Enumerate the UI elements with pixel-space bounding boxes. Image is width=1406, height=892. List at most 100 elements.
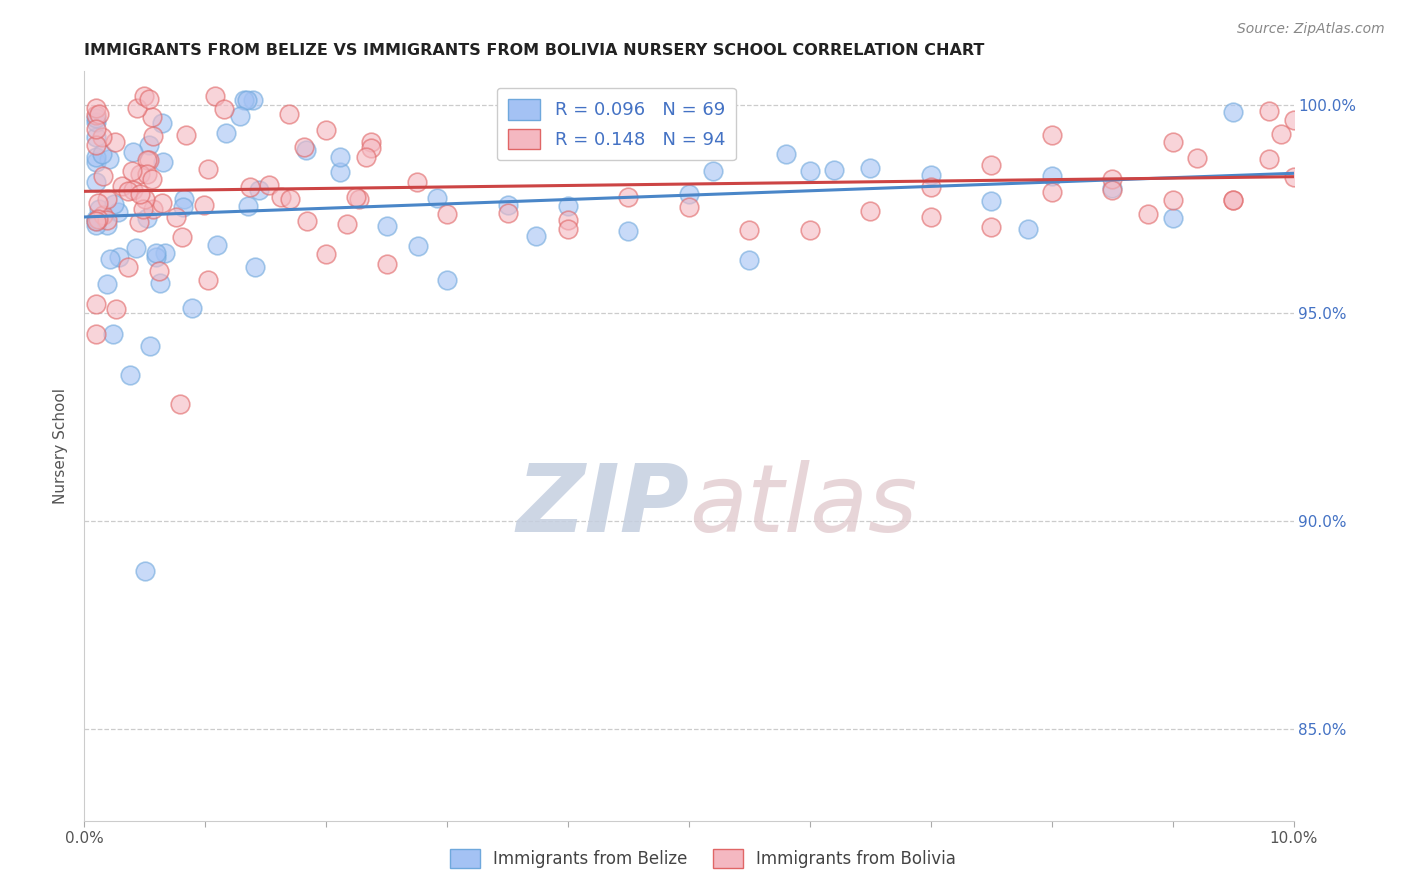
Point <box>239 180 262 194</box>
Y-axis label: Nursery School: Nursery School <box>53 388 69 504</box>
Point <box>86 211 108 226</box>
Text: ZIP: ZIP <box>516 460 689 552</box>
Point <box>1161 135 1184 149</box>
Point <box>235 94 257 108</box>
Point <box>329 150 352 164</box>
Legend: Immigrants from Belize, Immigrants from Bolivia: Immigrants from Belize, Immigrants from … <box>443 842 963 875</box>
Point <box>176 128 198 143</box>
Point <box>496 198 519 212</box>
Point <box>197 272 219 286</box>
Point <box>132 202 155 216</box>
Point <box>107 250 129 264</box>
Point <box>129 167 152 181</box>
Point <box>86 297 108 311</box>
Point <box>120 368 142 383</box>
Point <box>980 219 1002 234</box>
Point <box>678 186 700 201</box>
Point <box>86 218 108 232</box>
Point <box>1040 185 1063 199</box>
Point <box>557 221 579 235</box>
Point <box>980 194 1002 208</box>
Point <box>360 141 382 155</box>
Point <box>103 135 125 149</box>
Point <box>141 202 163 216</box>
Point <box>347 192 370 206</box>
Point <box>354 150 377 164</box>
Point <box>859 161 882 175</box>
Point <box>738 223 761 237</box>
Point <box>101 326 124 341</box>
Point <box>141 111 163 125</box>
Point <box>104 301 127 316</box>
Point <box>426 191 449 205</box>
Point <box>799 164 821 178</box>
Point <box>524 229 547 244</box>
Point <box>678 200 700 214</box>
Point <box>138 138 160 153</box>
Point <box>153 245 176 260</box>
Point <box>117 260 139 275</box>
Point <box>87 107 110 121</box>
Point <box>86 175 108 189</box>
Point <box>1258 104 1281 119</box>
Point <box>212 102 235 116</box>
Point <box>550 120 572 134</box>
Point <box>173 193 195 207</box>
Point <box>278 192 301 206</box>
Point <box>406 239 429 253</box>
Point <box>86 101 108 115</box>
Point <box>91 147 114 161</box>
Point <box>375 219 398 233</box>
Point <box>149 276 172 290</box>
Point <box>86 115 108 129</box>
Point <box>91 208 114 222</box>
Point <box>242 94 264 108</box>
Point <box>1222 193 1244 207</box>
Point <box>297 214 319 228</box>
Point <box>799 223 821 237</box>
Point <box>86 195 108 210</box>
Point <box>138 153 160 167</box>
Point <box>129 187 152 202</box>
Point <box>702 164 724 178</box>
Point <box>97 152 120 166</box>
Point <box>86 137 108 152</box>
Point <box>135 167 157 181</box>
Point <box>204 89 226 103</box>
Point <box>557 199 579 213</box>
Point <box>1137 207 1160 221</box>
Point <box>86 108 108 122</box>
Point <box>243 260 266 275</box>
Point <box>86 130 108 145</box>
Legend: R = 0.096   N = 69, R = 0.148   N = 94: R = 0.096 N = 69, R = 0.148 N = 94 <box>496 88 735 161</box>
Point <box>181 301 204 315</box>
Point <box>920 211 942 225</box>
Point <box>145 250 167 264</box>
Point <box>150 116 173 130</box>
Point <box>150 196 173 211</box>
Point <box>86 213 108 227</box>
Point <box>86 151 108 165</box>
Point <box>920 180 942 194</box>
Point <box>148 264 170 278</box>
Point <box>247 183 270 197</box>
Point <box>920 169 942 183</box>
Point <box>141 172 163 186</box>
Point <box>111 179 134 194</box>
Point <box>738 252 761 267</box>
Point <box>87 212 110 227</box>
Point <box>1101 180 1123 194</box>
Point <box>89 202 111 216</box>
Point <box>86 112 108 126</box>
Point <box>277 107 299 121</box>
Point <box>1161 193 1184 207</box>
Point <box>96 212 118 227</box>
Point <box>375 257 398 271</box>
Point <box>775 146 797 161</box>
Point <box>215 126 238 140</box>
Point <box>169 397 191 411</box>
Point <box>315 247 337 261</box>
Point <box>152 154 174 169</box>
Point <box>96 192 118 206</box>
Point <box>1040 128 1063 142</box>
